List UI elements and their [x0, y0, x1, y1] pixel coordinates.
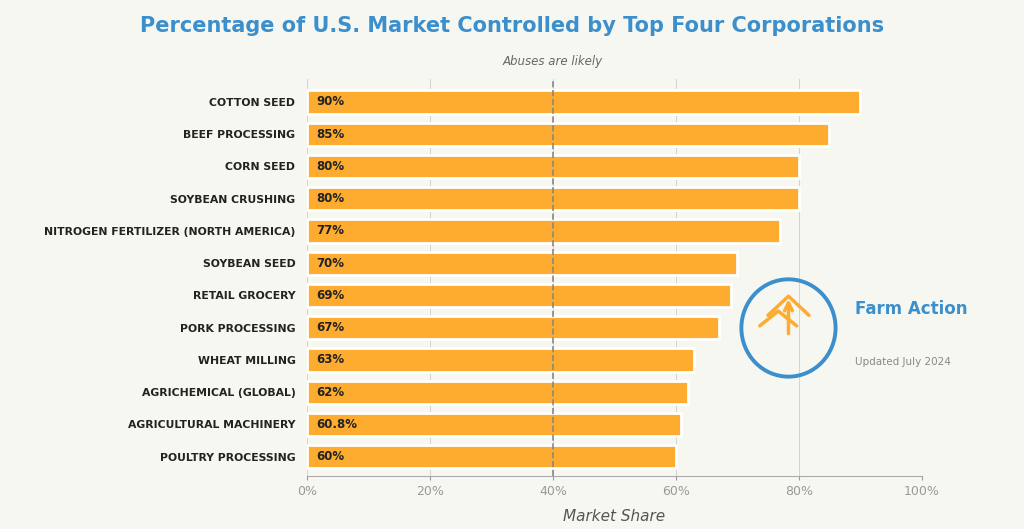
X-axis label: Market Share: Market Share	[563, 509, 666, 524]
Bar	[307, 220, 780, 243]
Text: 85%: 85%	[316, 127, 345, 141]
Text: 67%: 67%	[316, 321, 344, 334]
Text: Farm Action: Farm Action	[855, 300, 968, 318]
Text: 69%: 69%	[316, 289, 345, 302]
Text: 60.8%: 60.8%	[316, 418, 357, 431]
Bar	[307, 316, 719, 339]
Bar	[307, 252, 737, 275]
Bar	[307, 381, 688, 404]
Bar	[307, 90, 860, 114]
Text: 77%: 77%	[316, 224, 344, 238]
Text: 62%: 62%	[316, 386, 344, 399]
Bar	[307, 155, 799, 178]
Bar	[307, 284, 731, 307]
Text: 63%: 63%	[316, 353, 344, 367]
Bar	[307, 187, 799, 211]
Text: 60%: 60%	[316, 450, 344, 463]
Bar	[307, 413, 681, 436]
Text: 90%: 90%	[316, 95, 344, 108]
Text: 80%: 80%	[316, 160, 344, 173]
Text: Percentage of U.S. Market Controlled by Top Four Corporations: Percentage of U.S. Market Controlled by …	[140, 16, 884, 36]
Bar	[307, 445, 676, 468]
Text: 80%: 80%	[316, 192, 344, 205]
Text: Updated July 2024: Updated July 2024	[855, 358, 951, 367]
Text: 70%: 70%	[316, 257, 344, 270]
Bar	[307, 349, 694, 371]
Bar	[307, 123, 829, 146]
Text: Abuses are likely: Abuses are likely	[503, 55, 603, 68]
